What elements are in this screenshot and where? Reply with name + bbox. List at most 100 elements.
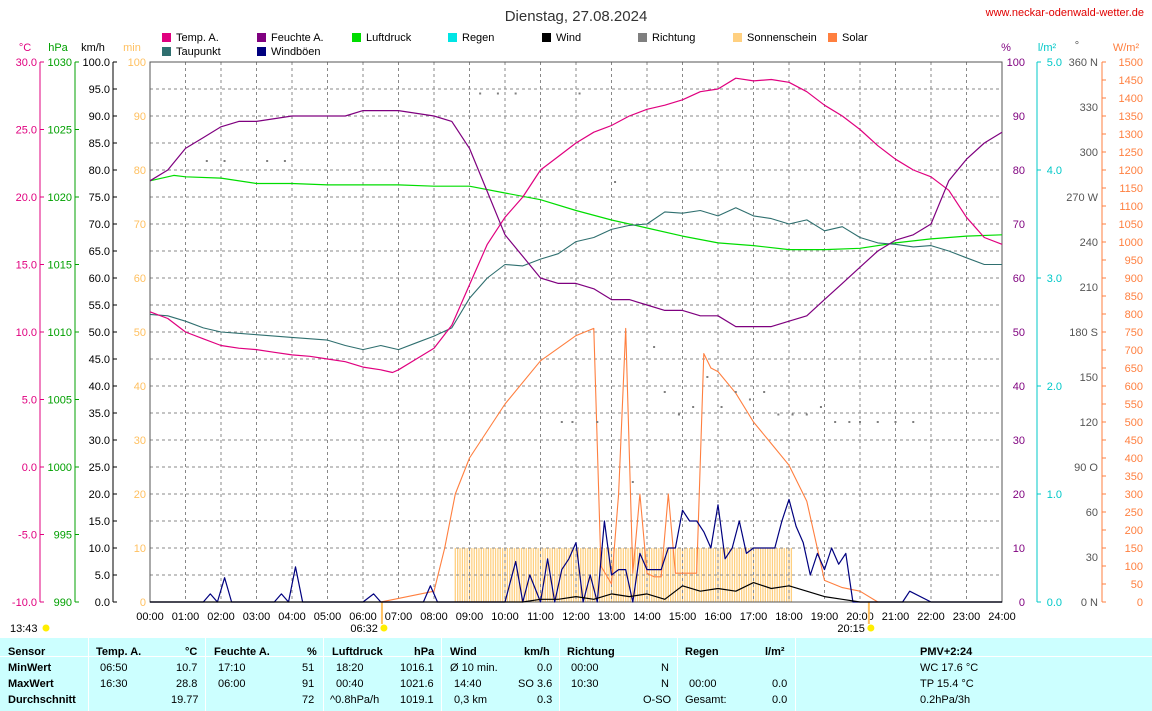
legend-swatch [638,33,647,42]
row-max: MaxWert [8,678,54,690]
solar-tick: 900 [1125,273,1143,285]
solar-tick: 1500 [1119,57,1143,69]
richtung-point [631,481,634,483]
solar-tick: 750 [1125,327,1143,339]
x-tick-label: 05:00 [314,611,342,623]
richtung-point [514,92,517,95]
richtung-point [848,421,851,423]
direction-tick: 180 S [1069,327,1098,339]
avg-wind-label: 0,3 km [454,694,488,706]
wind-tick: 100.0 [82,57,110,69]
sunshine-tick: 40 [134,381,146,393]
col-regen-unit: l/m² [765,646,785,658]
humidity-tick: 100 [1007,57,1025,69]
col-feuchte: Feuchte A. [214,646,270,658]
direction-tick: 300 [1080,147,1098,159]
max-press: 1021.6 [400,678,434,690]
max-temp: 28.8 [176,678,198,690]
pressure-tick: 1010 [48,327,72,339]
col-luftdruck: Luftdruck [332,646,383,658]
col-pmv: PMV+2:24 [920,646,973,658]
richtung-point [596,421,599,423]
unit-sunshine: min [123,42,141,54]
sunshine-tick: 50 [134,327,146,339]
humidity-tick: 80 [1013,165,1025,177]
direction-tick: 120 [1080,417,1098,429]
max-feuchte: 91 [302,678,315,690]
solar-tick: 550 [1125,399,1143,411]
humidity-tick: 50 [1013,327,1025,339]
avg-feuchte: 72 [302,694,315,706]
site-url: www.neckar-odenwald-wetter.de [985,7,1144,19]
richtung-point [560,421,563,423]
sunset-sun-icon [867,624,875,632]
x-tick-label: 04:00 [278,611,306,623]
legend-swatch [733,33,742,42]
solar-tick: 100 [1125,561,1143,573]
luftdruck-line [149,174,1003,251]
richtung-point [834,421,837,423]
solar-tick: 1450 [1119,75,1143,87]
avg-rain: 0.0 [772,694,788,706]
humidity-tick: 70 [1013,219,1025,231]
solar-tick: 800 [1125,309,1143,321]
x-tick-label: 19:00 [811,611,839,623]
richtung-points [205,92,915,483]
min-temp: 10.7 [176,662,198,674]
solar-tick: 1350 [1119,111,1143,123]
direction-tick: 210 [1080,282,1098,294]
pressure-tick: 1005 [48,395,72,407]
sunshine-tick: 20 [134,489,146,501]
humidity-tick: 30 [1013,435,1025,447]
richtung-point [223,160,226,162]
pmv-wc: WC 17.6 °C [920,662,979,674]
min-press: 1016.1 [400,662,434,674]
col-regen: Regen [685,646,719,658]
x-tick-label: 18:00 [775,611,803,623]
wind-tick: 35.0 [89,408,110,420]
legend-label-2: Feuchte A. [271,32,324,44]
wind-tick: 55.0 [89,300,110,312]
richtung-point [578,92,581,95]
unit-rain: l/m² [1038,42,1057,54]
direction-tick: 30 [1086,552,1098,564]
x-tick-label: 22:00 [917,611,945,623]
legend-label-1: Taupunkt [176,46,221,58]
avg-press: 1019.1 [400,694,434,706]
temp-tick: 30.0 [16,57,37,69]
max-wind: SO 3.6 [518,678,553,690]
x-tick-label: 21:00 [882,611,910,623]
x-tick-label: 02:00 [207,611,235,623]
richtung-point [819,406,822,408]
legend-swatch [162,47,171,56]
rain-tick: 2.0 [1047,381,1062,393]
legend-swatch [542,33,551,42]
wind-tick: 60.0 [89,273,110,285]
solar-tick: 1050 [1119,219,1143,231]
temp-tick: 20.0 [16,192,37,204]
unit-pressure: hPa [48,42,68,54]
col-richtung: Richtung [567,646,615,658]
x-tick-label: 24:00 [988,611,1016,623]
rain-tick: 5.0 [1047,57,1062,69]
richtung-point [496,92,499,95]
humidity-tick: 90 [1013,111,1025,123]
max-rain: 0.0 [772,678,788,690]
chart-title: Dienstag, 27.08.2024 [505,8,648,25]
solar-tick: 150 [1125,543,1143,555]
wind-tick: 65.0 [89,246,110,258]
sunshine-tick: 100 [128,57,146,69]
pressure-tick: 1000 [48,462,72,474]
sunset-label: 20:15 [837,623,865,635]
unit-temp: °C [19,42,31,54]
solar-tick: 250 [1125,507,1143,519]
time-now-label: 13:43 [10,623,38,635]
solar-tick: 500 [1125,417,1143,429]
x-tick-label: 12:00 [562,611,590,623]
legend-label-3: Windböen [271,46,321,58]
wind-tick: 5.0 [95,570,110,582]
wind-tick: 40.0 [89,381,110,393]
min-wind-label: Ø 10 min. [450,662,498,674]
solar-tick: 450 [1125,435,1143,447]
richtung-point [912,421,915,423]
